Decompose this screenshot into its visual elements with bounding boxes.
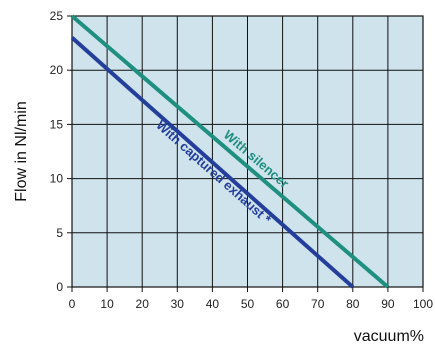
x-tick-label: 70 [311, 297, 325, 311]
y-tick-label: 10 [50, 172, 64, 186]
y-tick-label: 0 [56, 280, 63, 294]
grid-lines [71, 15, 424, 288]
series-line-1 [70, 36, 355, 289]
x-tick-label: 30 [171, 297, 185, 311]
x-axis-ticks: 0 10 20 30 40 50 60 70 80 90 100 [69, 287, 433, 311]
y-tick-label: 15 [50, 117, 64, 131]
y-axis-title: Flow in Nl/min [13, 101, 30, 201]
x-tick-label: 10 [100, 297, 114, 311]
series-line-0 [70, 14, 390, 289]
x-tick-label: 40 [206, 297, 220, 311]
x-tick-label: 60 [276, 297, 290, 311]
x-axis-title: vacuum% [354, 328, 424, 345]
series-lines [70, 14, 390, 289]
x-tick-label: 80 [346, 297, 360, 311]
x-tick-label: 100 [413, 297, 433, 311]
y-tick-label: 20 [50, 63, 64, 77]
x-tick-label: 20 [136, 297, 150, 311]
x-tick-label: 0 [69, 297, 76, 311]
y-tick-label: 5 [56, 226, 63, 240]
x-tick-label: 50 [241, 297, 255, 311]
y-axis-ticks: 0 5 10 15 20 25 [50, 9, 72, 294]
x-tick-label: 90 [381, 297, 395, 311]
y-tick-label: 25 [50, 9, 64, 23]
